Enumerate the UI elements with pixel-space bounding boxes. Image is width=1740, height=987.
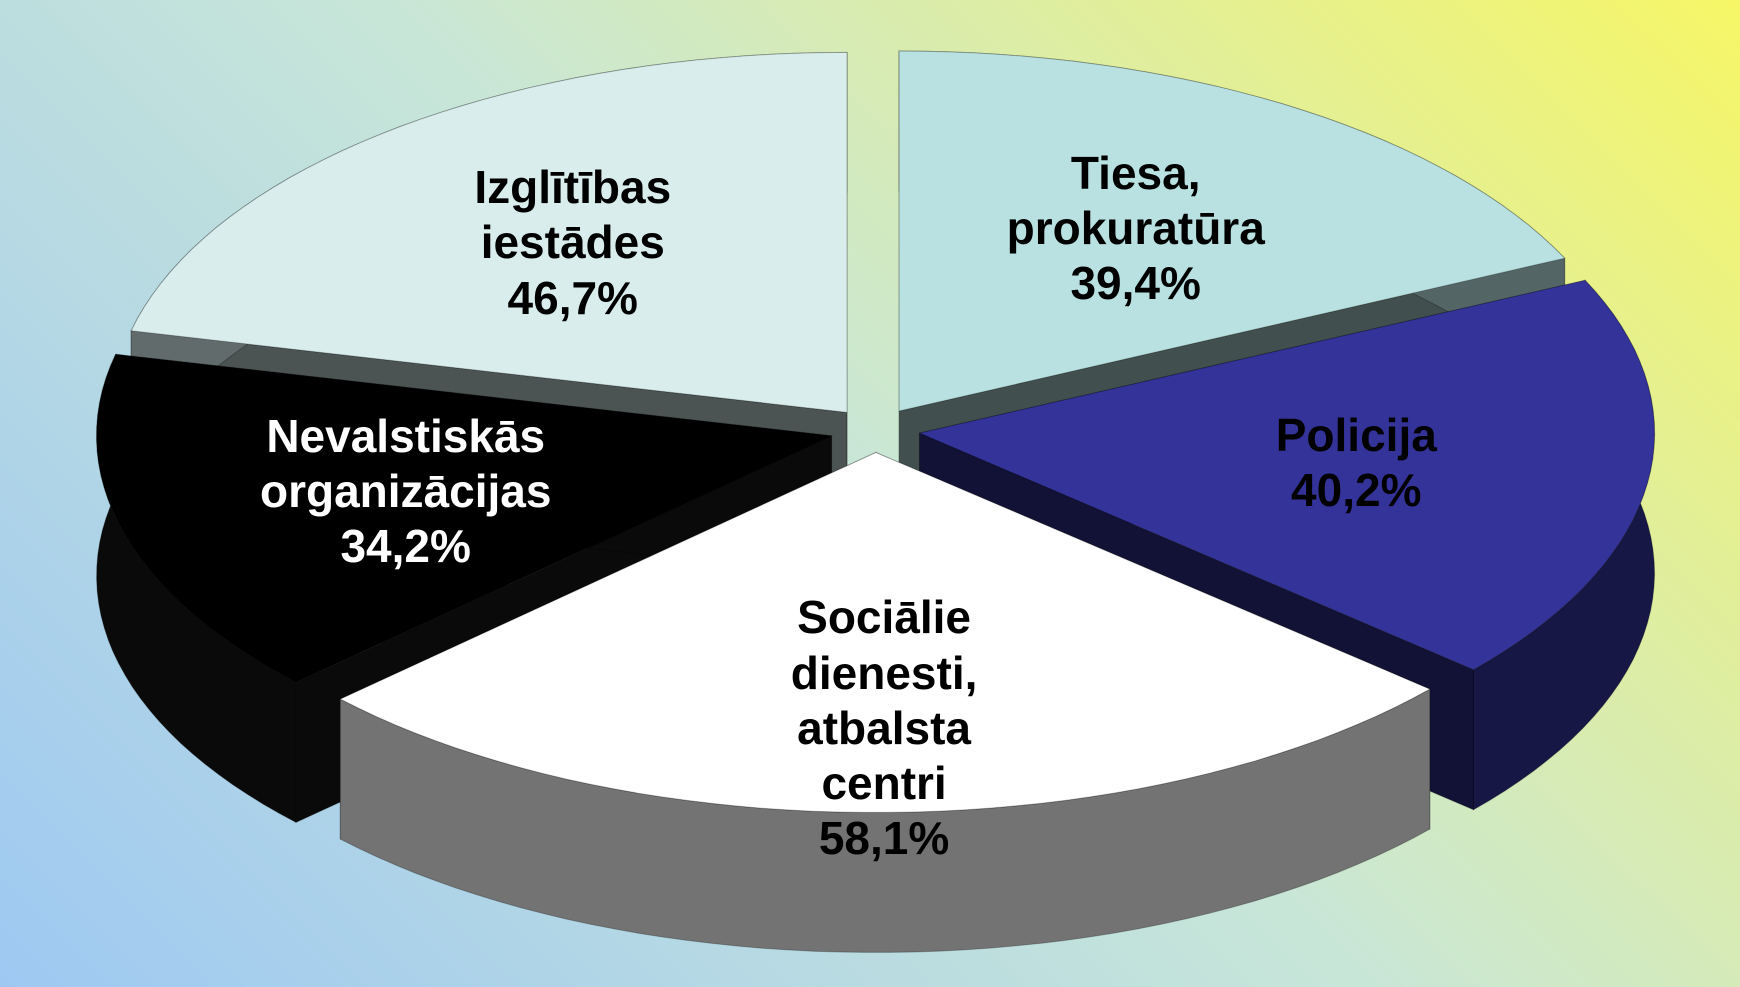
category-label: Policija bbox=[1275, 408, 1437, 461]
slice-label: Tiesa, prokuratūra 39,4% bbox=[1007, 146, 1265, 312]
slice bbox=[339, 451, 1431, 953]
slice-label: Sociālie dienesti, atbalsta centri 58,1% bbox=[791, 590, 978, 866]
slice-top bbox=[96, 353, 834, 683]
slice-label: Izglītības iestādes 46,7% bbox=[474, 160, 671, 326]
category-label: Sociālie dienesti, atbalsta centri bbox=[790, 591, 978, 810]
category-label: Nevalstiskās organizācijas bbox=[259, 410, 552, 518]
category-label: Tiesa, prokuratūra bbox=[1006, 146, 1265, 255]
value-label: 46,7% bbox=[507, 271, 638, 324]
value-label: 58,1% bbox=[818, 812, 950, 865]
slice-top bbox=[917, 279, 1656, 671]
value-label: 39,4% bbox=[1070, 257, 1201, 310]
slice-top bbox=[130, 51, 848, 413]
value-label: 40,2% bbox=[1291, 464, 1422, 517]
slice-top bbox=[339, 451, 1431, 813]
slice-label: Nevalstiskās organizācijas 34,2% bbox=[260, 409, 551, 575]
value-label: 34,2% bbox=[340, 520, 471, 573]
category-label: Izglītības iestādes bbox=[474, 161, 672, 269]
slice-label: Policija 40,2% bbox=[1276, 408, 1437, 518]
slice-top bbox=[898, 50, 1566, 412]
